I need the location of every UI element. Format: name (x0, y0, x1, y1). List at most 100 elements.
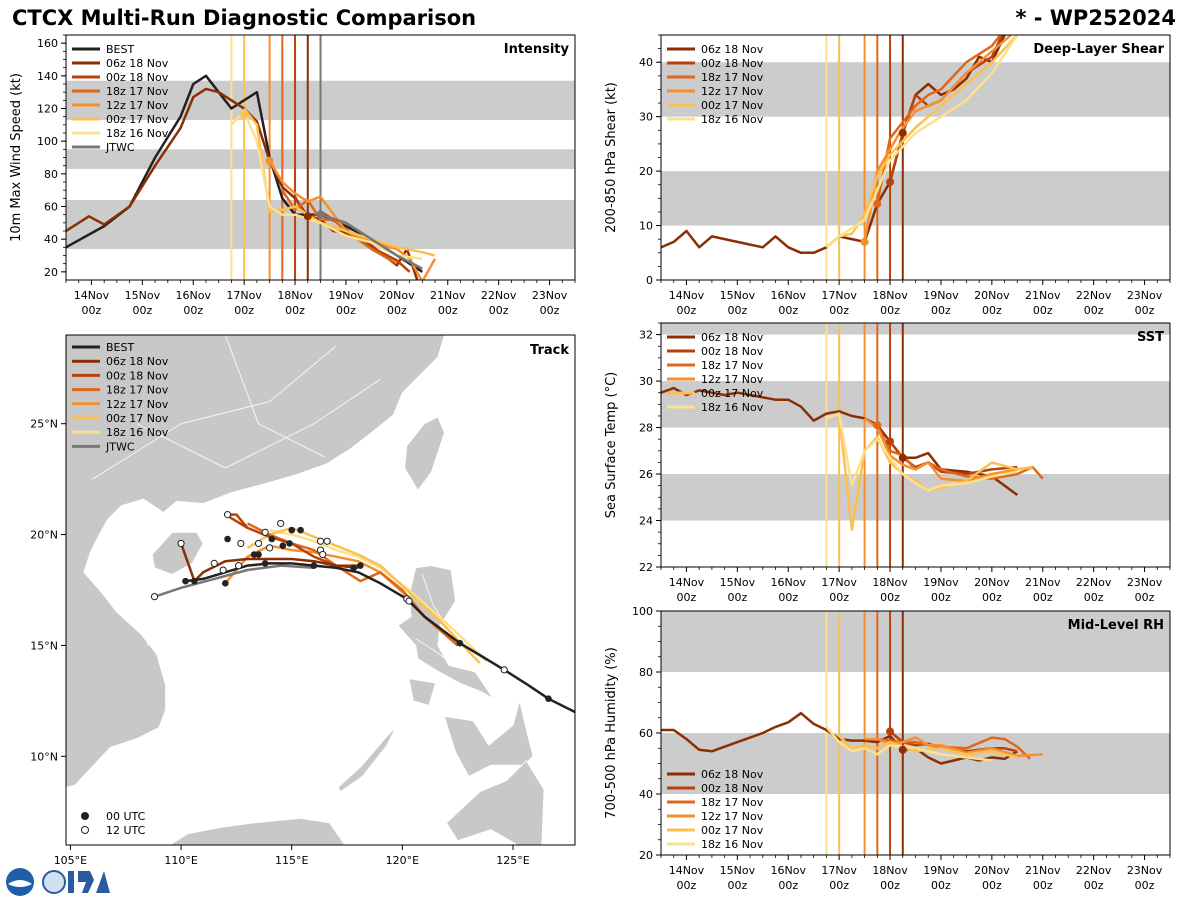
lon-tick-label: 110°E (164, 854, 197, 867)
track-point-12utc (219, 566, 227, 574)
track-point-00utc (286, 540, 293, 547)
series-line-jtwc (320, 213, 423, 270)
series-line-06z-18-nov (661, 711, 1018, 765)
x-tick-hour: 00z (880, 304, 900, 317)
series-line-12z-17-nov (863, 35, 1013, 243)
luzon-island (397, 565, 494, 700)
x-tick-hour: 00z (336, 304, 356, 317)
legend-label: 12z 17 Nov (701, 85, 764, 98)
y-tick-label: 100 (37, 135, 58, 148)
track-line-00z-17-nov (246, 526, 481, 665)
series-line-18z-16-nov (825, 35, 1019, 249)
x-tick-label: 15Nov (125, 289, 161, 302)
x-tick-hour: 00z (982, 304, 1002, 317)
x-tick-label: 18Nov (872, 576, 908, 589)
track-point-12utc (210, 559, 218, 567)
x-tick-label: 14Nov (74, 289, 110, 302)
init-point (873, 199, 882, 208)
x-tick-label: 16Nov (771, 289, 807, 302)
threshold-band (661, 611, 1170, 672)
plot-area-intensity (66, 35, 575, 280)
x-tick-label: 14Nov (669, 576, 705, 589)
track-point-12utc (237, 539, 245, 548)
series-line-12z-17-nov (863, 417, 1033, 483)
legend-label: 18z 16 Nov (106, 426, 169, 439)
y-tick-label: 40 (639, 788, 653, 801)
x-tick-hour: 00z (1084, 304, 1104, 317)
x-tick-label: 23Nov (1127, 864, 1163, 877)
legend-label: BEST (106, 341, 134, 354)
track-point-00utc (288, 526, 296, 534)
legend-label: 18z 17 Nov (701, 71, 764, 84)
y-axis-label: Sea Surface Temp (°C) (604, 372, 619, 519)
x-tick-label: 17Nov (821, 864, 857, 877)
threshold-band (661, 171, 1170, 226)
lat-tick-label: 10°N (30, 750, 58, 763)
init-point (886, 727, 895, 736)
init-point (886, 437, 895, 446)
x-tick-hour: 00z (677, 304, 697, 317)
x-tick-hour: 00z (829, 304, 849, 317)
y-tick-label: 22 (639, 561, 653, 574)
x-tick-label: 15Nov (720, 576, 756, 589)
legend-label: JTWC (105, 141, 135, 154)
x-tick-label: 16Nov (771, 576, 807, 589)
x-tick-label: 20Nov (974, 289, 1010, 302)
map-frame (65, 334, 576, 846)
panel-title: SST (1137, 330, 1164, 345)
panel-intensity: 20 40 60 80 100 120 140 160 14Nov 00z 15Nov 00z 16No… (9, 34, 576, 317)
track-point-00utc (357, 562, 364, 569)
legend-label: 12z 17 Nov (106, 398, 169, 411)
series-line-06z-18-nov (661, 386, 1019, 497)
x-tick-label: 18Nov (872, 864, 908, 877)
track-point-00utc (456, 639, 464, 647)
x-tick-hour: 00z (1135, 879, 1155, 892)
x-tick-hour: 00z (677, 591, 697, 604)
x-tick-hour: 00z (727, 591, 747, 604)
plot-area-shear (661, 35, 1170, 280)
y-tick-label: 30 (639, 111, 653, 124)
init-point (898, 453, 907, 462)
x-tick-label: 14Nov (669, 289, 705, 302)
lat-tick-label: 20°N (30, 529, 58, 542)
x-tick-label: 19Nov (923, 576, 959, 589)
init-point (860, 237, 869, 246)
track-point-00utc (224, 535, 231, 543)
x-tick-hour: 00z (1135, 304, 1155, 317)
track-point-12utc (261, 528, 269, 536)
plot-area-rh (661, 611, 1170, 855)
marker-legend-label: 12 UTC (106, 824, 146, 837)
x-tick-label: 23Nov (532, 289, 568, 302)
y-tick-label: 120 (37, 103, 58, 116)
legend-label: 06z 18 Nov (701, 768, 764, 781)
panel-track: 105°E 110°E 115°E 120°E 125°E 10°N 15°N 20°N 25°… (30, 334, 576, 867)
cira-logo (6, 868, 110, 896)
y-tick-label: 80 (639, 666, 653, 679)
track-line-jtwc (154, 564, 314, 598)
legend-label: 18z 16 Nov (701, 401, 764, 414)
x-tick-hour: 00z (183, 304, 203, 317)
lat-tick-label: 25°N (30, 418, 58, 431)
lat-tick-label: 15°N (30, 639, 58, 652)
panel-title: Mid-Level RH (1068, 618, 1164, 633)
x-tick-label: 14Nov (669, 864, 705, 877)
y-tick-label: 26 (639, 468, 653, 481)
x-tick-hour: 00z (677, 879, 697, 892)
init-point (898, 745, 907, 754)
init-point (898, 129, 907, 137)
x-tick-hour: 00z (1033, 591, 1053, 604)
track-line-06z-18-nov (179, 542, 359, 583)
track-point-12utc (323, 537, 331, 545)
track-point-00utc (222, 580, 229, 587)
x-tick-hour: 00z (1135, 591, 1155, 604)
x-tick-hour: 00z (982, 879, 1002, 892)
track-point-00utc (268, 535, 276, 543)
legend-label: 00z 18 Nov (106, 71, 169, 84)
track-point-12utc (405, 597, 413, 605)
legend-label: 12z 17 Nov (701, 373, 764, 386)
series-line-18z-17-nov (876, 424, 1044, 480)
track-line-18z-16-nov (269, 528, 488, 662)
legend-label: 00z 17 Nov (106, 412, 169, 425)
